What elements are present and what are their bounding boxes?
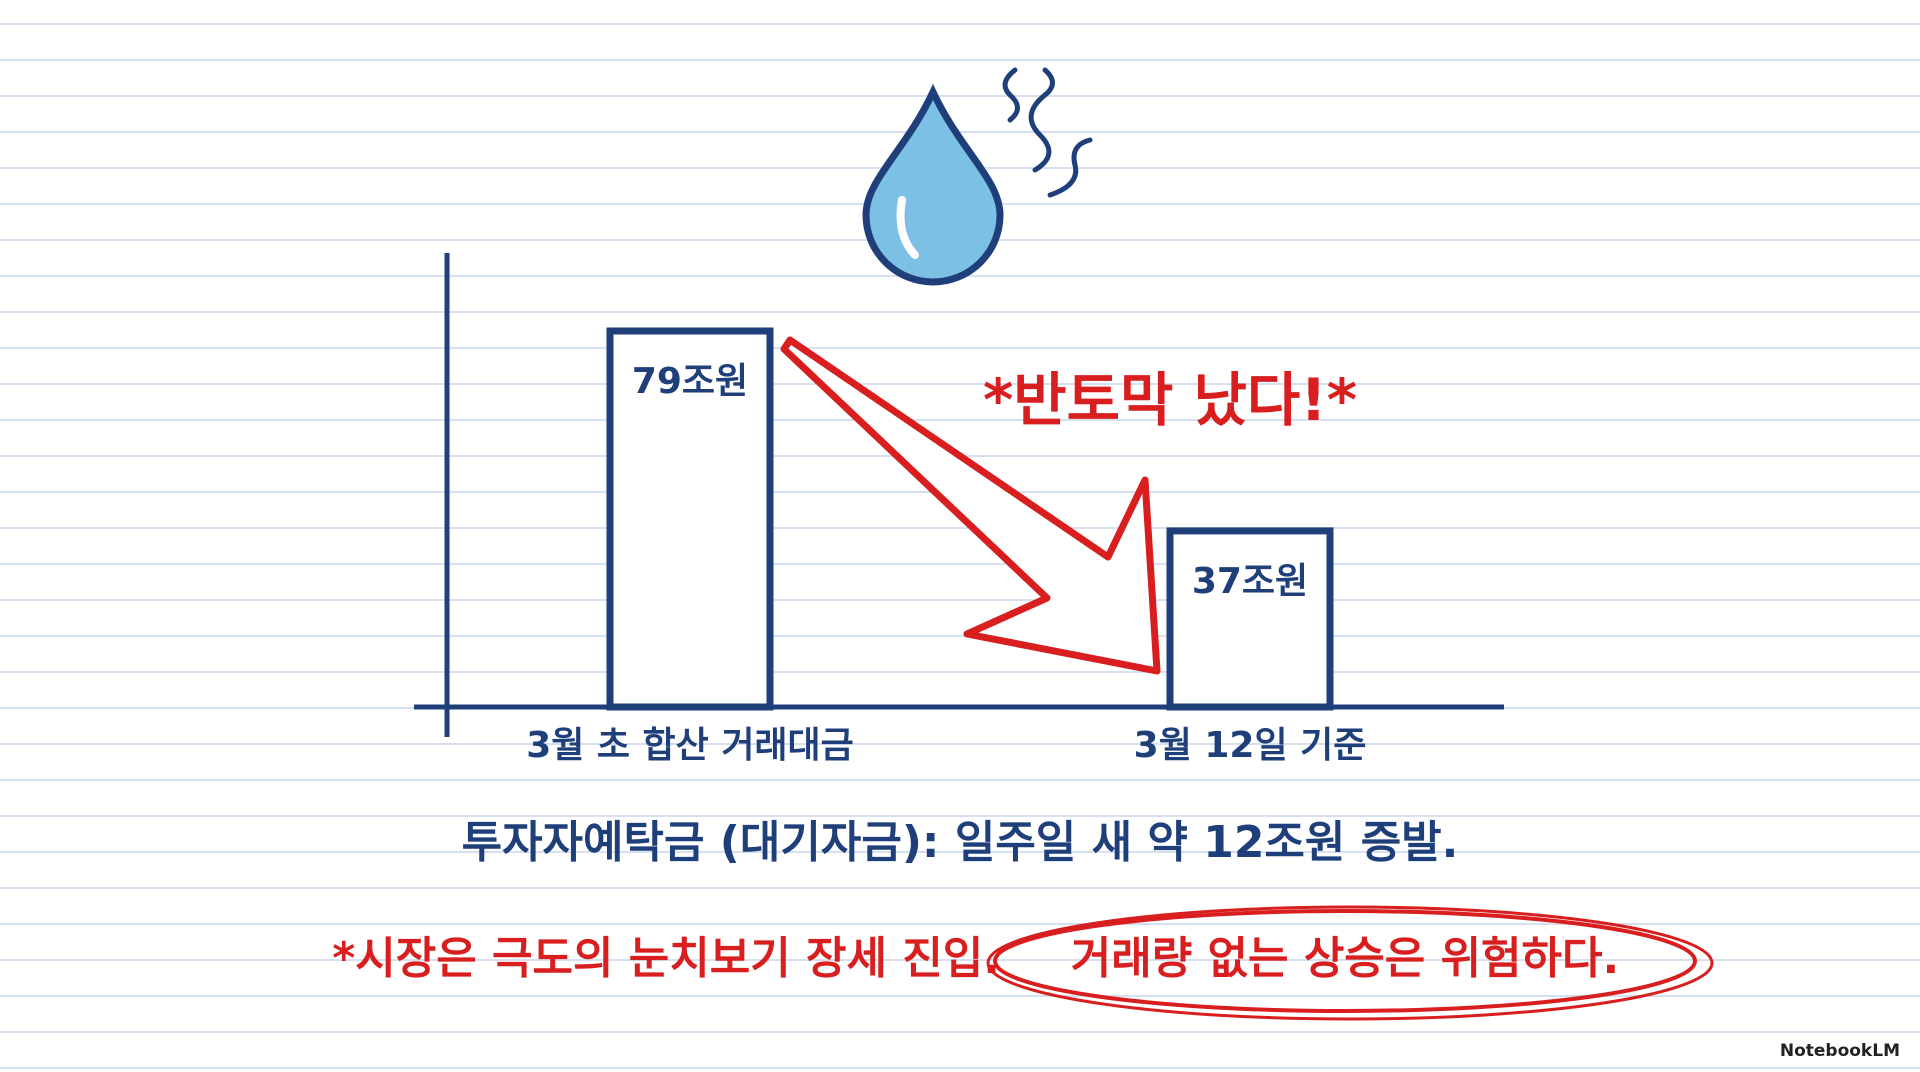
value-label: 37조원	[1192, 561, 1308, 602]
bar	[1166, 527, 1334, 711]
annotation: 거래량 없는 상승은 위험하다.	[1071, 933, 1619, 984]
down-arrow	[780, 336, 1161, 675]
chart-title: *반토막 났다!*	[983, 366, 1357, 434]
water-drop	[862, 83, 1004, 286]
circle-highlight	[993, 909, 1697, 1013]
x-tick-label: 3월 12일 기준	[1134, 725, 1367, 766]
annotation: *시장은 극도의 눈치보기 장세 진입.	[332, 933, 1000, 984]
bar	[606, 327, 774, 711]
drop-shine	[896, 196, 919, 259]
watermark: NotebookLM	[1780, 1041, 1900, 1061]
x-tick-label: 3월 초 합산 거래대금	[526, 725, 854, 766]
circle-highlight	[986, 905, 1714, 1021]
steam	[1002, 67, 1093, 198]
value-label: 79조원	[632, 361, 748, 402]
subtitle: 투자자예탁금 (대기자금): 일주일 새 약 12조원 증발.	[462, 817, 1459, 868]
